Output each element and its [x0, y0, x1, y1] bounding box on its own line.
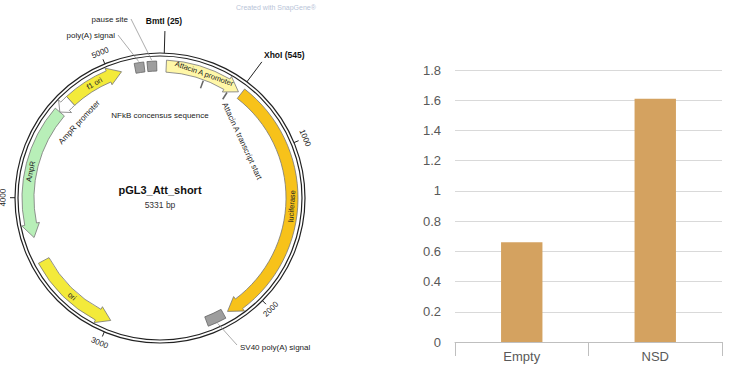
svg-text:5000: 5000: [90, 45, 110, 60]
svg-text:0.2: 0.2: [423, 304, 441, 319]
svg-text:SV40 poly(A) signal: SV40 poly(A) signal: [240, 343, 310, 352]
svg-text:1000: 1000: [298, 128, 313, 148]
svg-text:5331 bp: 5331 bp: [145, 200, 176, 210]
svg-text:0.4: 0.4: [423, 274, 441, 289]
svg-text:luciferase: luciferase: [286, 190, 297, 223]
svg-text:0.8: 0.8: [423, 214, 441, 229]
svg-text:Empty: Empty: [503, 349, 540, 364]
svg-text:BmtI (25): BmtI (25): [146, 16, 183, 26]
svg-text:1: 1: [434, 183, 441, 198]
svg-text:1.4: 1.4: [423, 123, 441, 138]
svg-text:XhoI (545): XhoI (545): [264, 50, 305, 60]
svg-text:Attacin A promoter: Attacin A promoter: [174, 59, 235, 88]
svg-text:1.8: 1.8: [423, 63, 441, 78]
svg-text:0.6: 0.6: [423, 244, 441, 259]
svg-text:2000: 2000: [261, 299, 280, 318]
svg-text:Created with SnapGene®: Created with SnapGene®: [236, 4, 317, 12]
svg-text:0: 0: [434, 335, 441, 350]
svg-text:Attacin A transcript start: Attacin A transcript start: [220, 101, 264, 181]
svg-text:1.2: 1.2: [423, 153, 441, 168]
svg-text:AmpR: AmpR: [24, 160, 37, 183]
svg-text:NSD: NSD: [642, 349, 669, 364]
svg-text:AmpR promoter: AmpR promoter: [57, 98, 102, 146]
svg-text:poly(A) signal: poly(A) signal: [67, 31, 116, 40]
svg-text:pGL3_Att_short: pGL3_Att_short: [118, 184, 201, 196]
svg-text:4000: 4000: [0, 188, 8, 206]
svg-text:f1 ori: f1 ori: [85, 75, 104, 91]
svg-text:pause site: pause site: [92, 15, 129, 24]
svg-text:3000: 3000: [90, 335, 110, 350]
svg-text:NFkB concensus sequence: NFkB concensus sequence: [111, 111, 209, 120]
svg-text:ori: ori: [66, 290, 78, 302]
svg-text:1.6: 1.6: [423, 93, 441, 108]
